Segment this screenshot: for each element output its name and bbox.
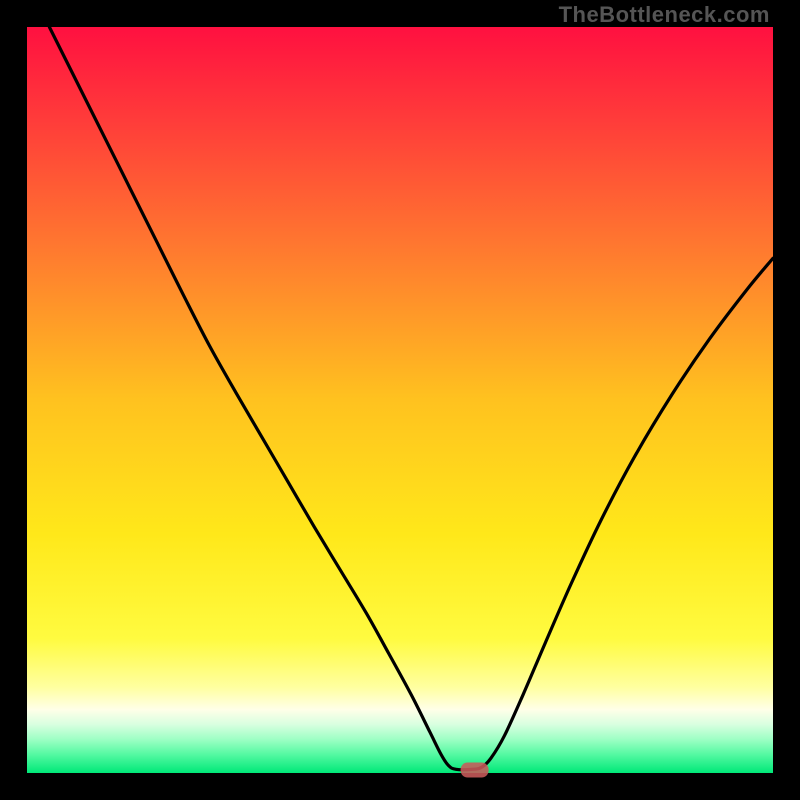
minimum-marker [461,763,489,778]
watermark-text: TheBottleneck.com [559,2,770,28]
chart-svg [0,0,800,800]
gradient-background [27,27,773,773]
